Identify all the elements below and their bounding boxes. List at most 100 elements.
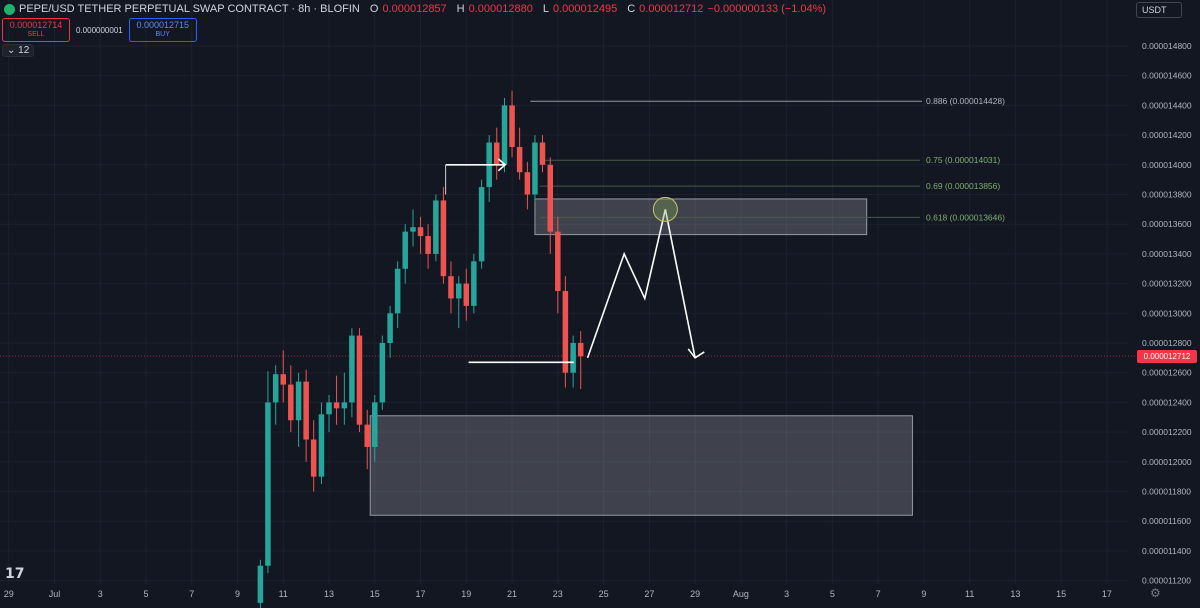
x-tick-label: 9 (235, 589, 240, 599)
gear-icon[interactable]: ⚙ (1150, 586, 1161, 600)
close-value: 0.000012712 (639, 3, 704, 15)
candle-body (471, 261, 477, 306)
candle-body (402, 231, 408, 269)
x-tick-label: 3 (784, 589, 789, 599)
y-tick-label: 0.000013800 (1142, 190, 1192, 200)
candle-body (570, 343, 576, 373)
y-tick-label: 0.000014200 (1142, 130, 1192, 140)
sell-label: SELL (27, 31, 45, 38)
candle-body (547, 164, 554, 232)
x-tick-label: 23 (553, 589, 563, 599)
x-tick-label: 11 (279, 589, 288, 599)
candle-body (501, 105, 508, 165)
candle-body (303, 381, 309, 440)
close-label: C (627, 3, 636, 15)
y-tick-label: 0.000012200 (1142, 427, 1192, 437)
x-tick-label: 15 (370, 589, 380, 599)
x-tick-label: 17 (1102, 589, 1112, 599)
y-tick-label: 0.000014000 (1142, 160, 1192, 170)
y-tick-label: 0.000012600 (1142, 368, 1192, 378)
y-tick-label: 0.000014800 (1142, 41, 1192, 51)
candle-body (524, 172, 531, 195)
fib-level-label: 0.69 (0.000013856) (926, 181, 1000, 191)
y-tick-label: 0.000013000 (1142, 308, 1192, 318)
supply-demand-zone (534, 198, 868, 236)
y-tick-label: 0.000013400 (1142, 249, 1192, 259)
candle-body (532, 142, 538, 195)
candle-body (257, 565, 264, 603)
open-label: O (369, 3, 379, 15)
low-value: 0.000012495 (552, 3, 618, 15)
candle-body (394, 268, 401, 314)
candle-body (318, 414, 325, 477)
candle-body (555, 231, 561, 292)
projection-path (586, 209, 696, 359)
x-tick-label: 11 (965, 589, 974, 599)
fib-level-label: 0.886 (0.000014428) (926, 96, 1005, 106)
symbol-icon (4, 3, 15, 15)
candle-body (562, 291, 569, 373)
candle-body (349, 335, 355, 403)
x-tick-label: 7 (189, 589, 194, 599)
indicators-toggle[interactable]: ⌄ 12 (2, 44, 35, 57)
y-tick-label: 0.000012800 (1142, 338, 1192, 348)
x-tick-label: 5 (830, 589, 835, 599)
x-tick-label: 9 (921, 589, 926, 599)
buy-label: BUY (155, 31, 170, 38)
candle-body (455, 283, 462, 299)
x-tick-label: 5 (143, 589, 148, 599)
x-tick-label: 7 (876, 589, 881, 599)
tradingview-logo-icon[interactable]: 𝟭𝟳 (5, 566, 25, 582)
candle-body (310, 439, 317, 477)
x-tick-label: 13 (324, 589, 334, 599)
y-tick-label: 0.000014400 (1142, 100, 1192, 110)
candle-body (265, 402, 271, 566)
candle-body (577, 343, 584, 357)
x-tick-label: 25 (599, 589, 609, 599)
candle-body (372, 402, 378, 447)
buy-button[interactable]: 0.000012715 BUY (128, 18, 197, 42)
candle-body (356, 335, 363, 425)
last-price-tag: 0.000012712 (1137, 350, 1197, 363)
x-tick-label: 27 (644, 589, 654, 599)
currency-select[interactable]: USDT (1136, 2, 1182, 18)
buy-price: 0.000012715 (136, 20, 189, 30)
candle-body (478, 187, 485, 262)
x-tick-label: Aug (733, 589, 749, 599)
y-tick-label: 0.000011400 (1142, 546, 1191, 556)
x-tick-label: 3 (98, 589, 103, 599)
x-tick-label: 15 (1056, 589, 1066, 599)
open-value: 0.000012857 (382, 3, 447, 15)
y-tick-label: 0.000012000 (1142, 457, 1192, 467)
candle-body (463, 283, 470, 306)
trade-panel: 0.000012714 SELL 0.000000001 0.000012715… (2, 18, 197, 42)
candle-body (448, 276, 454, 299)
x-tick-label: 29 (690, 589, 700, 599)
x-tick-label: 21 (507, 589, 517, 599)
candle-body (425, 236, 431, 254)
x-tick-label: 13 (1010, 589, 1020, 599)
chart-header: PEPE/USD TETHER PERPETUAL SWAP CONTRACT … (4, 3, 826, 15)
target-circle (652, 196, 678, 222)
symbol-title[interactable]: PEPE/USD TETHER PERPETUAL SWAP CONTRACT … (19, 3, 360, 15)
y-tick-label: 0.000013600 (1142, 219, 1192, 229)
candle-body (539, 142, 546, 165)
break-arrow-head (497, 158, 507, 172)
sell-button[interactable]: 0.000012714 SELL (2, 18, 70, 42)
supply-demand-zone (369, 415, 913, 516)
candle-body (341, 402, 348, 409)
candle-body (295, 381, 302, 421)
candle-body (410, 227, 416, 232)
candle-body (379, 343, 386, 403)
candle-body (272, 374, 279, 403)
y-tick-label: 0.000014600 (1142, 71, 1192, 81)
candle-body (516, 146, 523, 173)
high-value: 0.000012880 (468, 3, 533, 15)
y-tick-label: 0.000011200 (1142, 576, 1191, 586)
fib-level-label: 0.75 (0.000014031) (926, 155, 1000, 165)
candle-body (333, 402, 340, 409)
fib-level-label: 0.618 (0.000013646) (926, 212, 1005, 222)
y-tick-label: 0.000012400 (1142, 397, 1192, 407)
candle-body (493, 142, 500, 165)
